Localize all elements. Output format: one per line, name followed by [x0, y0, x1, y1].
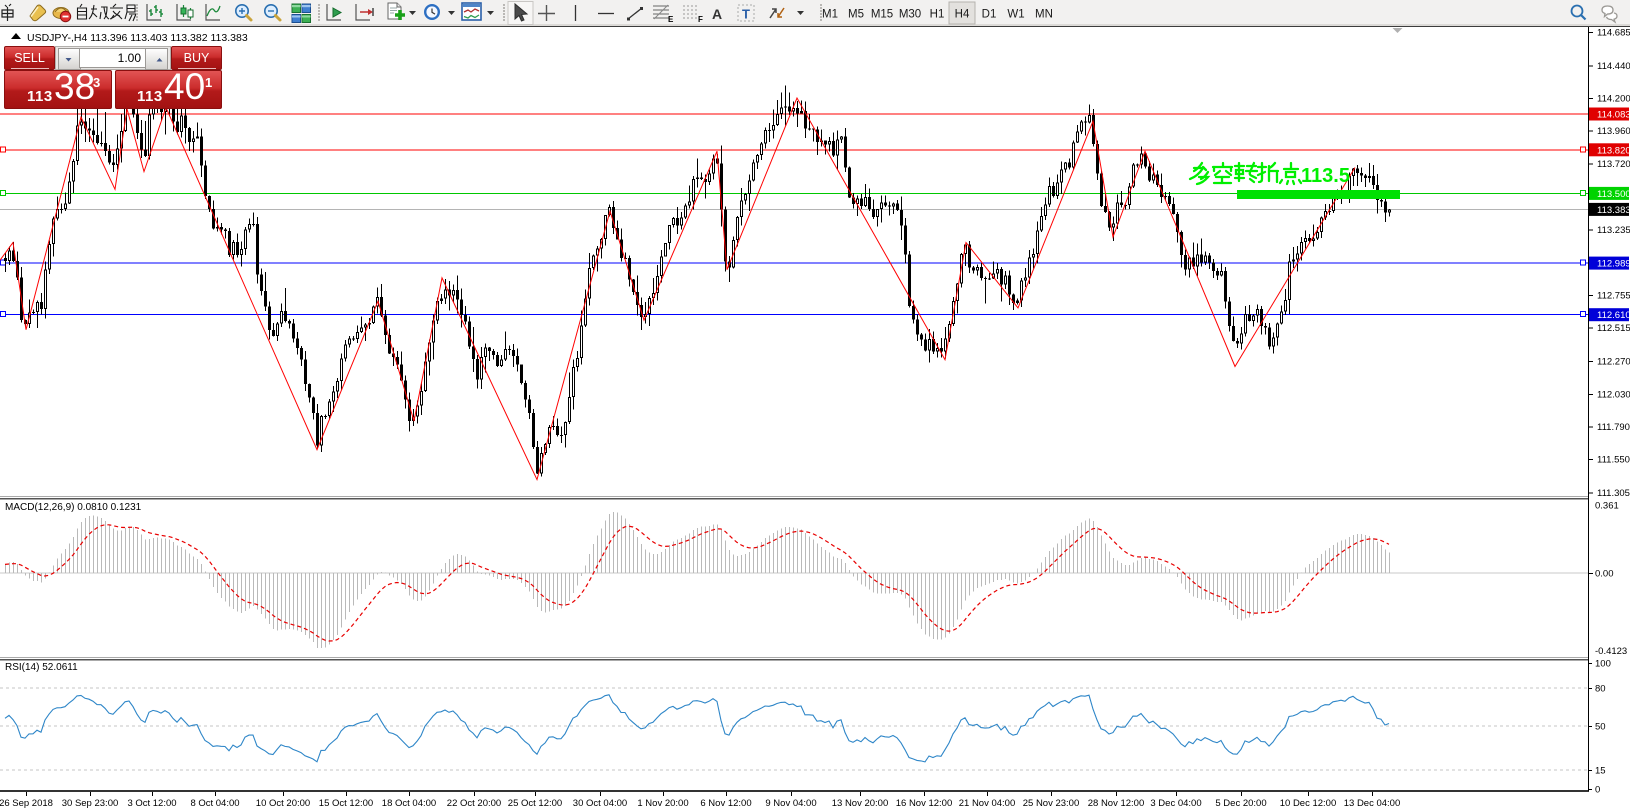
svg-text:30 Sep 23:00: 30 Sep 23:00 — [62, 798, 119, 809]
svg-text:113.820: 113.820 — [1597, 145, 1630, 156]
svg-text:113.235: 113.235 — [1597, 225, 1630, 236]
svg-text:112.270: 112.270 — [1597, 357, 1630, 368]
svg-text:114.440: 114.440 — [1597, 61, 1630, 72]
svg-text:-0.4123: -0.4123 — [1595, 646, 1627, 657]
svg-text:50: 50 — [1595, 721, 1606, 732]
svg-text:80: 80 — [1595, 684, 1606, 695]
svg-text:13 Dec 04:00: 13 Dec 04:00 — [1344, 798, 1401, 809]
svg-text:6 Nov 12:00: 6 Nov 12:00 — [700, 798, 751, 809]
svg-text:16 Nov 12:00: 16 Nov 12:00 — [896, 798, 953, 809]
svg-text:3 Oct 12:00: 3 Oct 12:00 — [127, 798, 176, 809]
svg-text:18 Oct 04:00: 18 Oct 04:00 — [382, 798, 436, 809]
svg-text:F: F — [698, 15, 703, 24]
svg-text:3 Dec 04:00: 3 Dec 04:00 — [1150, 798, 1201, 809]
svg-text:111.790: 111.790 — [1597, 422, 1630, 433]
svg-text:MN: MN — [1035, 9, 1053, 21]
svg-text:15: 15 — [1595, 765, 1606, 776]
svg-text:E: E — [668, 15, 674, 24]
svg-text:113.500: 113.500 — [1597, 189, 1630, 200]
svg-text:113.720: 113.720 — [1597, 159, 1630, 170]
svg-text:111.550: 111.550 — [1597, 455, 1630, 466]
svg-text:D1: D1 — [982, 9, 997, 21]
svg-text:5 Dec 20:00: 5 Dec 20:00 — [1215, 798, 1266, 809]
svg-text:112.755: 112.755 — [1597, 291, 1630, 302]
svg-text:21 Nov 04:00: 21 Nov 04:00 — [959, 798, 1016, 809]
svg-text:13 Nov 20:00: 13 Nov 20:00 — [832, 798, 889, 809]
svg-text:A: A — [712, 6, 722, 22]
svg-text:M15: M15 — [871, 9, 893, 21]
svg-text:113.960: 113.960 — [1597, 126, 1630, 137]
svg-text:112.989: 112.989 — [1597, 259, 1630, 270]
svg-text:1 Nov 20:00: 1 Nov 20:00 — [637, 798, 688, 809]
svg-text:100: 100 — [1595, 658, 1611, 669]
svg-text:H1: H1 — [930, 9, 945, 21]
svg-text:M30: M30 — [899, 9, 921, 21]
svg-text:111.305: 111.305 — [1597, 488, 1630, 499]
svg-text:30 Oct 04:00: 30 Oct 04:00 — [573, 798, 627, 809]
svg-text:26 Sep 2018: 26 Sep 2018 — [0, 798, 53, 809]
svg-text:H4: H4 — [955, 9, 970, 21]
svg-text:W1: W1 — [1007, 9, 1024, 21]
svg-text:0.361: 0.361 — [1595, 501, 1619, 512]
svg-text:112.610: 112.610 — [1597, 310, 1630, 321]
svg-text:M1: M1 — [822, 9, 838, 21]
svg-text:0: 0 — [1595, 784, 1600, 795]
svg-text:22 Oct 20:00: 22 Oct 20:00 — [447, 798, 501, 809]
svg-text:114.200: 114.200 — [1597, 94, 1630, 105]
svg-text:8 Oct 04:00: 8 Oct 04:00 — [190, 798, 239, 809]
svg-text:RSI(14) 52.0611: RSI(14) 52.0611 — [5, 662, 78, 673]
svg-text:113.5: 113.5 — [1301, 165, 1350, 187]
svg-text:10 Dec 12:00: 10 Dec 12:00 — [1280, 798, 1337, 809]
svg-text:M5: M5 — [848, 9, 864, 21]
svg-text:28 Nov 12:00: 28 Nov 12:00 — [1088, 798, 1145, 809]
svg-text:USDJPY-,H4 113.396 113.403 11: USDJPY-,H4 113.396 113.403 113.382 113.3… — [27, 32, 248, 44]
svg-text:10 Oct 20:00: 10 Oct 20:00 — [256, 798, 310, 809]
svg-text:MACD(12,26,9) 0.0810 0.1231: MACD(12,26,9) 0.0810 0.1231 — [5, 502, 142, 513]
svg-text:113.383: 113.383 — [1597, 205, 1630, 216]
svg-text:T: T — [742, 7, 750, 22]
svg-text:25 Oct 12:00: 25 Oct 12:00 — [508, 798, 562, 809]
svg-text:112.030: 112.030 — [1597, 389, 1630, 400]
svg-text:114.685: 114.685 — [1597, 27, 1630, 38]
svg-text:15 Oct 12:00: 15 Oct 12:00 — [319, 798, 373, 809]
svg-text:0.00: 0.00 — [1595, 569, 1614, 580]
svg-text:9 Nov 04:00: 9 Nov 04:00 — [765, 798, 816, 809]
svg-text:112.515: 112.515 — [1597, 323, 1630, 334]
svg-text:114.083: 114.083 — [1597, 110, 1630, 121]
svg-text:25 Nov 23:00: 25 Nov 23:00 — [1023, 798, 1080, 809]
